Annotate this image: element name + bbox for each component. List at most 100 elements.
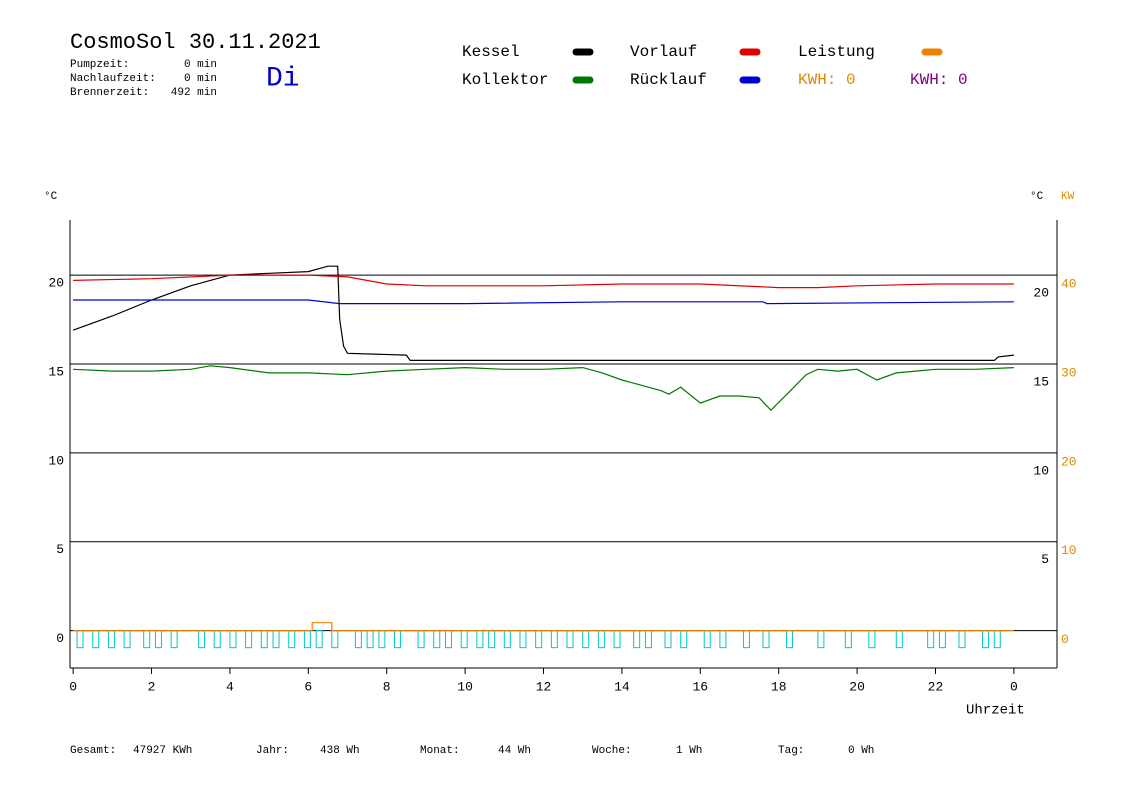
pump-pulse — [433, 630, 441, 649]
pump-pulse — [154, 630, 162, 649]
pump-pulse — [633, 630, 641, 649]
footer-label: Tag: — [778, 745, 804, 757]
weekday: Di — [266, 63, 300, 94]
legend-label: Leistung — [798, 43, 875, 61]
pump-pulse — [417, 630, 425, 649]
y-tick-label: 0 — [56, 631, 64, 646]
kwh-label: KWH: 0 — [798, 71, 856, 89]
y2-tick-label: 40 — [1061, 277, 1077, 292]
legend-label: Kollektor — [462, 71, 548, 89]
pump-pulse — [868, 630, 876, 649]
pump-pulse — [566, 630, 574, 649]
pump-pulse — [613, 630, 621, 649]
pump-pulse — [331, 630, 339, 649]
series-line — [73, 622, 1014, 632]
pump-pulse — [664, 630, 672, 649]
pump-pulse — [993, 630, 1001, 649]
series-line — [73, 365, 1014, 412]
x-tick-label: 2 — [148, 679, 156, 694]
y2-tick-label: 0 — [1061, 632, 1069, 647]
pump-pulse — [378, 630, 386, 649]
x-tick-label: 20 — [849, 679, 865, 694]
pump-pulse — [503, 630, 511, 649]
series-line — [73, 299, 1014, 305]
title: CosmoSol 30.11.2021 — [70, 30, 321, 55]
pump-pulse — [170, 630, 178, 649]
footer-label: Woche: — [592, 745, 632, 757]
y2-tick-label: 30 — [1061, 365, 1077, 380]
pump-pulse — [288, 630, 296, 649]
x-tick-label: 6 — [304, 679, 312, 694]
pump-pulse — [742, 630, 750, 649]
right-y-tick-label: 20 — [1033, 286, 1049, 301]
pump-pulse — [597, 630, 605, 649]
pump-pulse — [315, 630, 323, 649]
stat-label: Nachlaufzeit: — [70, 73, 156, 85]
pump-pulse — [213, 630, 221, 649]
footer-value: 1 Wh — [676, 745, 702, 757]
kwh-label: KWH: 0 — [910, 71, 968, 89]
x-tick-label: 12 — [536, 679, 552, 694]
pump-pulse — [644, 630, 652, 649]
pump-pulse — [958, 630, 966, 649]
y-tick-label: 10 — [48, 453, 64, 468]
stat-value: 0 min — [184, 59, 217, 71]
legend-label: Rücklauf — [630, 71, 707, 89]
footer-value: 47927 KWh — [133, 745, 192, 757]
pump-pulse — [982, 630, 990, 649]
pump-pulse — [229, 630, 237, 649]
pump-pulse — [927, 630, 935, 649]
x-tick-label: 10 — [457, 679, 473, 694]
y2-axis-label: KW — [1061, 191, 1075, 203]
footer-label: Jahr: — [256, 745, 289, 757]
pump-pulse — [198, 630, 206, 649]
right-y-tick-label: 5 — [1041, 552, 1049, 567]
series-line — [73, 274, 1014, 289]
x-tick-label: 22 — [928, 679, 944, 694]
pump-pulse — [519, 630, 527, 649]
pump-pulse — [92, 630, 100, 649]
footer-label: Gesamt: — [70, 745, 116, 757]
pump-pulse — [535, 630, 543, 649]
pump-pulse — [366, 630, 374, 649]
pump-pulse — [245, 630, 253, 649]
x-tick-label: 0 — [1010, 679, 1018, 694]
pump-pulse — [786, 630, 794, 649]
legend-label: Vorlauf — [630, 43, 697, 61]
pump-pulse — [107, 630, 115, 649]
stat-label: Brennerzeit: — [70, 87, 149, 99]
footer-value: 44 Wh — [498, 745, 531, 757]
pump-pulse — [143, 630, 151, 649]
pump-pulse — [762, 630, 770, 649]
pump-pulse — [354, 630, 362, 649]
x-tick-label: 14 — [614, 679, 630, 694]
stat-label: Pumpzeit: — [70, 59, 129, 71]
x-tick-label: 0 — [69, 679, 77, 694]
footer-value: 0 Wh — [848, 745, 874, 757]
pump-pulse — [719, 630, 727, 649]
x-axis-label: Uhrzeit — [966, 703, 1025, 719]
pump-pulse — [476, 630, 484, 649]
pump-pulse — [76, 630, 84, 649]
stat-value: 492 min — [171, 87, 217, 99]
pump-pulse — [938, 630, 946, 649]
pump-pulse — [703, 630, 711, 649]
x-tick-label: 16 — [692, 679, 708, 694]
pump-pulse — [550, 630, 558, 649]
pump-pulse — [844, 630, 852, 649]
pump-pulse — [680, 630, 688, 649]
legend-label: Kessel — [462, 43, 520, 61]
y-tick-label: 20 — [48, 276, 64, 291]
pump-pulse — [460, 630, 468, 649]
x-tick-label: 8 — [383, 679, 391, 694]
footer-label: Monat: — [420, 745, 460, 757]
pump-pulse — [488, 630, 496, 649]
pump-pulse — [895, 630, 903, 649]
x-tick-label: 18 — [771, 679, 787, 694]
pump-pulse — [394, 630, 402, 649]
y2-tick-label: 10 — [1061, 543, 1077, 558]
right-y-tick-label: 15 — [1033, 374, 1049, 389]
pump-pulse — [445, 630, 453, 649]
pump-pulse — [582, 630, 590, 649]
y-tick-label: 5 — [56, 542, 64, 557]
